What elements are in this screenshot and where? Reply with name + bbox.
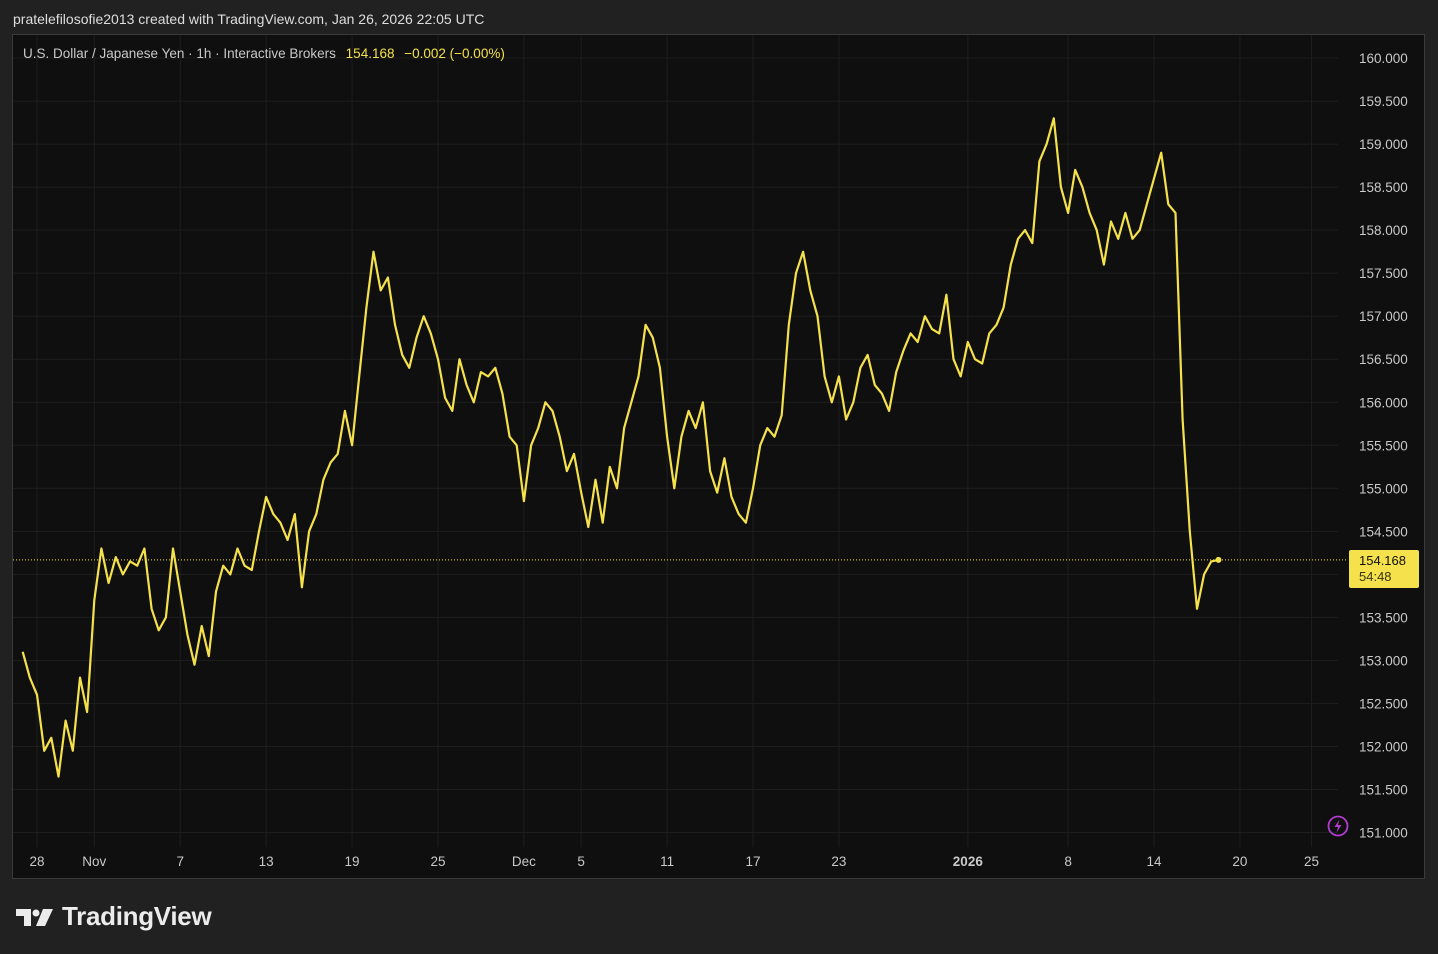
y-tick-label: 158.500 xyxy=(1359,180,1408,195)
last-price-tag: 154.168 54:48 xyxy=(1349,550,1419,588)
y-tick-label: 152.000 xyxy=(1359,739,1408,754)
symbol-legend: U.S. Dollar / Japanese Yen · 1h · Intera… xyxy=(23,45,505,63)
x-tick-label: 20 xyxy=(1232,854,1247,869)
y-tick-label: 152.500 xyxy=(1359,696,1408,711)
y-tick-label: 159.500 xyxy=(1359,94,1408,109)
y-tick-label: 155.500 xyxy=(1359,438,1408,453)
price-chart[interactable]: 151.000 151.500 152.000 152.500 153.000 153.5… xyxy=(13,35,1424,878)
legend-change: −0.002 (−0.00%) xyxy=(404,46,505,61)
x-tick-label: 2026 xyxy=(953,854,984,869)
x-tick-label: 13 xyxy=(259,854,274,869)
x-tick-label: 5 xyxy=(577,854,585,869)
x-tick-label: 23 xyxy=(831,854,846,869)
x-tick-label: 19 xyxy=(345,854,360,869)
price-series-line xyxy=(21,117,1219,778)
x-tick-label: Nov xyxy=(82,854,106,869)
chart-panel[interactable]: 151.000 151.500 152.000 152.500 153.000 153.5… xyxy=(12,34,1425,879)
x-tick-label: Dec xyxy=(512,854,536,869)
y-tick-label: 156.500 xyxy=(1359,352,1408,367)
y-tick-label: 151.000 xyxy=(1359,826,1408,841)
y-tick-label: 160.000 xyxy=(1359,51,1408,66)
y-tick-label: 157.000 xyxy=(1359,309,1408,324)
x-tick-label: 25 xyxy=(1304,854,1319,869)
y-tick-label: 153.500 xyxy=(1359,610,1408,625)
x-tick-label: 11 xyxy=(660,854,674,869)
y-tick-label: 151.500 xyxy=(1359,782,1408,797)
y-tick-label: 155.000 xyxy=(1359,481,1408,496)
last-price-dot xyxy=(1215,556,1222,563)
y-tick-label: 157.500 xyxy=(1359,266,1408,281)
lightning-flash-icon[interactable] xyxy=(1327,815,1349,837)
snapshot-header: pratelefilosofie2013 created with Tradin… xyxy=(13,11,485,27)
bar-countdown: 54:48 xyxy=(1359,569,1392,584)
x-tick-label: 28 xyxy=(29,854,44,869)
y-tick-label: 159.000 xyxy=(1359,137,1408,152)
y-tick-label: 156.000 xyxy=(1359,395,1408,410)
legend-last-price: 154.168 xyxy=(345,46,395,61)
x-tick-label: 17 xyxy=(746,854,761,869)
x-tick-label: 25 xyxy=(430,854,445,869)
tradingview-logo-icon xyxy=(16,908,53,926)
tradingview-brand[interactable]: TradingView xyxy=(16,901,212,932)
y-tick-label: 158.000 xyxy=(1359,223,1408,238)
y-tick-label: 154.500 xyxy=(1359,524,1408,539)
y-tick-label: 153.000 xyxy=(1359,653,1408,668)
last-price-value: 154.168 xyxy=(1359,553,1406,568)
x-tick-label: 8 xyxy=(1064,854,1072,869)
brand-name: TradingView xyxy=(62,901,212,931)
x-tick-label: 7 xyxy=(176,854,184,869)
x-tick-label: 14 xyxy=(1146,854,1162,869)
symbol-description[interactable]: U.S. Dollar / Japanese Yen · 1h · Intera… xyxy=(23,46,336,61)
